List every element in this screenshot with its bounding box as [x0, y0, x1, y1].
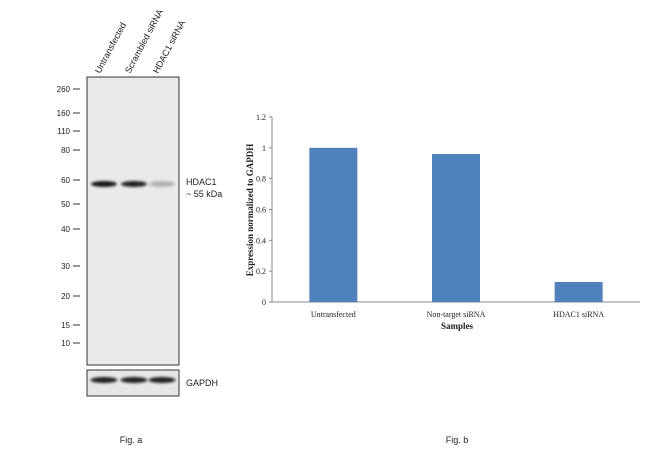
marker-label: 30: [61, 262, 70, 271]
marker-label: 15: [61, 321, 70, 330]
marker-label: 110: [57, 127, 70, 136]
bar: [309, 147, 358, 302]
y-tick-label: 0.4: [256, 236, 266, 245]
x-tick-label: HDAC1 siRNA: [553, 310, 604, 319]
marker-label: 160: [57, 109, 71, 118]
gapdh-membrane: [86, 369, 180, 397]
marker-label: 60: [61, 176, 70, 185]
band: [91, 181, 117, 187]
y-tick-label: 1.2: [256, 113, 266, 122]
band-label: HDAC1: [186, 177, 217, 187]
marker-label: 260: [57, 85, 71, 94]
marker-label: 80: [61, 146, 70, 155]
y-tick-label: 0: [262, 298, 266, 307]
band: [120, 377, 148, 383]
y-tick-label: 0.8: [256, 175, 266, 184]
marker-label: 20: [61, 292, 70, 301]
y-axis-label: Expression normalized to GAPDH: [245, 144, 255, 277]
band: [149, 181, 175, 187]
bar: [554, 281, 603, 302]
caption: Fig. b: [446, 435, 469, 445]
x-axis-label: Samples: [441, 321, 474, 331]
x-tick-label: Non-target siRNA: [427, 310, 486, 319]
band: [90, 377, 118, 383]
y-tick-label: 0.2: [256, 267, 266, 276]
band: [148, 377, 176, 383]
band: [121, 181, 147, 187]
blot-membrane: [86, 76, 180, 366]
bar: [432, 154, 480, 302]
y-tick-label: 1: [262, 144, 266, 153]
y-tick-label: 0.6: [256, 206, 266, 215]
marker-label: 40: [61, 225, 70, 234]
band-size: ~ 55 kDa: [186, 189, 222, 199]
caption: Fig. a: [120, 435, 143, 445]
x-tick-label: Untransfected: [311, 310, 356, 319]
marker-label: 50: [61, 200, 70, 209]
marker-label: 10: [61, 339, 70, 348]
control-label: GAPDH: [186, 378, 218, 388]
